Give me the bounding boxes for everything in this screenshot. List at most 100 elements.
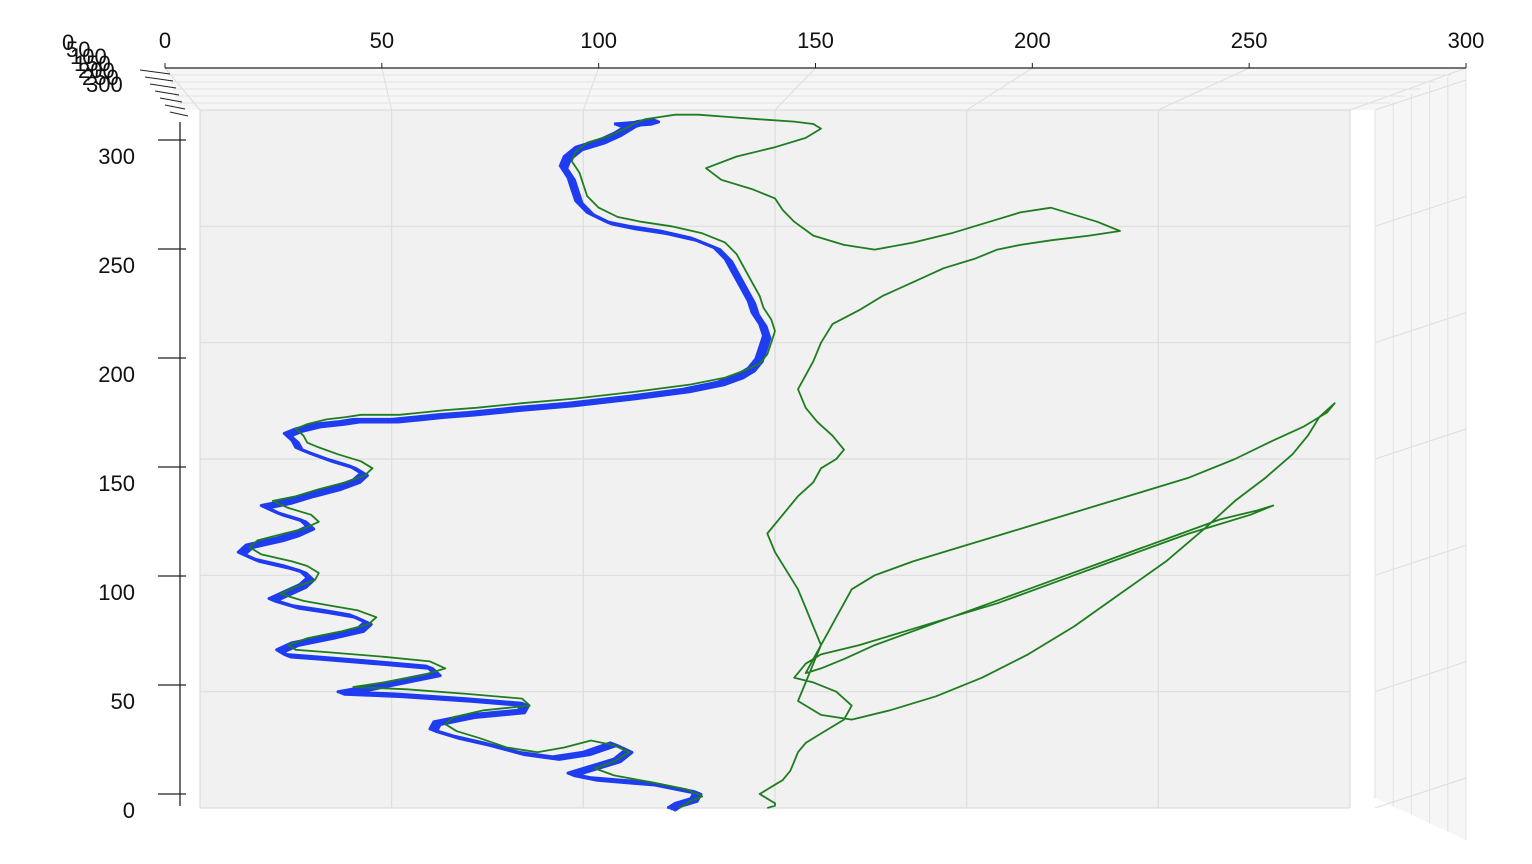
data-point [352,418,355,421]
data-point [360,413,362,416]
data-point [536,751,539,753]
z-tick-label: 100 [70,44,107,69]
gridline-right [1374,195,1467,227]
data-point [586,195,588,197]
data-point [1303,425,1305,428]
data-point [843,244,845,246]
axes-layer [139,63,1467,840]
data-point [333,486,335,488]
data-point [732,272,734,274]
z-tick-label: 50 [66,37,90,62]
data-point [758,323,761,325]
gridline-right [1374,777,1467,809]
data-point [758,793,761,795]
data-point [444,409,447,411]
data-point [758,362,761,365]
data-point [678,807,680,809]
data-point [620,127,623,130]
data-point [1249,514,1252,516]
z-tick-label: 150 [74,51,111,76]
data-point [287,507,289,509]
data-point [735,155,738,158]
y-tick-label: 250 [98,253,135,278]
data-point [348,614,351,616]
data-point [812,123,815,125]
z-tick [149,83,177,89]
labels-layer: 0 50 100 150 200 250 3000501001502002503000501… [62,28,1484,823]
data-point [283,532,286,535]
data-point [295,586,297,588]
series-blue [236,117,772,812]
z-tick-label: 200 [78,58,115,83]
data-point [628,395,631,397]
data-point [804,742,807,744]
data-point [344,481,347,484]
data-point [574,199,577,202]
data-point [1019,244,1022,246]
y-tick-label: 200 [98,362,135,387]
data-point [1027,653,1029,656]
data-point [835,690,838,693]
z-tick [144,76,174,82]
data-point [636,390,638,393]
data-point [912,281,914,283]
data-point [666,807,669,809]
data-point [958,546,960,549]
data-point [521,702,523,705]
y-tick-label: 300 [98,144,135,169]
data-point [651,781,654,784]
z-tick [169,111,189,117]
y-tick-label: 0 [123,798,135,823]
data-point [306,637,309,639]
gridline-right [1374,428,1467,460]
data-point [275,511,278,514]
data-point [812,662,815,665]
data-point [697,113,700,116]
data-point [850,718,853,721]
data-point [820,341,822,344]
data-point [835,458,838,460]
data-point [563,155,565,158]
data-point [843,602,845,605]
data-point [812,658,815,660]
z-tick [154,90,180,96]
data-point [436,413,439,416]
data-point [444,723,447,726]
data-point [295,427,297,430]
z-tick [139,69,171,75]
gridline-right [1374,661,1467,693]
data-point [1307,434,1309,437]
data-point [574,151,577,153]
data-point [291,560,293,563]
gridline-right [1374,312,1467,344]
data-point [613,758,615,760]
data-point [804,662,807,665]
data-point [659,230,661,232]
y-tick-label: 150 [98,471,135,496]
series-line [248,113,1336,809]
data-point [632,123,634,125]
y-tick-label: 50 [111,689,135,714]
data-point [356,609,358,612]
data-point [383,681,385,684]
series-line [243,120,772,812]
data-point [283,432,286,435]
data-point [774,802,776,805]
data-point [670,225,673,228]
data-point [781,514,784,516]
data-point [743,267,746,270]
data-point [1203,528,1206,530]
x-tick-label: 250 [1231,28,1268,53]
z-tick-label: 300 [86,72,123,97]
right-wall [1375,68,1466,840]
x-tick-label: 0 [159,28,171,53]
y-tick-label: 100 [98,580,135,605]
data-point [551,756,554,758]
data-point [325,458,328,460]
data-point [337,453,339,456]
data-point [628,751,631,753]
data-point [1027,588,1029,591]
data-point [383,655,385,658]
data-point [1111,560,1114,563]
